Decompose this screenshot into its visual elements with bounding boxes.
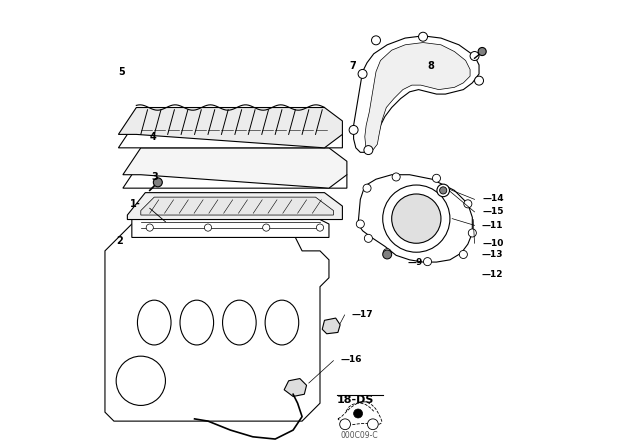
Circle shape xyxy=(392,194,441,243)
Circle shape xyxy=(419,32,428,41)
Circle shape xyxy=(392,173,400,181)
Circle shape xyxy=(464,200,472,208)
Circle shape xyxy=(433,174,440,182)
Circle shape xyxy=(340,419,351,430)
Ellipse shape xyxy=(223,300,256,345)
Circle shape xyxy=(383,250,392,259)
Circle shape xyxy=(358,69,367,78)
Text: —16: —16 xyxy=(340,355,362,364)
Text: 7: 7 xyxy=(349,60,356,70)
Text: 8: 8 xyxy=(428,60,435,70)
Ellipse shape xyxy=(180,300,214,345)
Text: —10: —10 xyxy=(482,239,504,248)
Circle shape xyxy=(116,356,165,405)
Circle shape xyxy=(371,36,380,45)
Text: —13: —13 xyxy=(481,250,503,259)
Circle shape xyxy=(363,184,371,192)
Polygon shape xyxy=(123,148,347,188)
Text: 4: 4 xyxy=(150,132,157,142)
Text: —17: —17 xyxy=(351,310,373,319)
Circle shape xyxy=(262,224,270,231)
Polygon shape xyxy=(132,215,329,237)
Circle shape xyxy=(440,187,447,194)
Circle shape xyxy=(349,125,358,134)
Circle shape xyxy=(146,224,154,231)
Text: 1-: 1- xyxy=(130,199,141,209)
Polygon shape xyxy=(127,193,342,220)
Text: 3: 3 xyxy=(151,172,158,182)
Ellipse shape xyxy=(138,300,171,345)
Text: 5: 5 xyxy=(118,67,125,77)
Text: —11: —11 xyxy=(481,221,503,230)
Circle shape xyxy=(460,250,467,258)
Circle shape xyxy=(468,229,476,237)
Circle shape xyxy=(424,258,431,266)
Text: —15: —15 xyxy=(482,207,504,216)
Circle shape xyxy=(316,224,324,231)
Circle shape xyxy=(364,146,373,155)
Circle shape xyxy=(383,185,450,252)
Text: 2: 2 xyxy=(116,236,123,246)
Polygon shape xyxy=(118,108,342,148)
Text: —14: —14 xyxy=(482,194,504,203)
Polygon shape xyxy=(284,379,307,396)
Circle shape xyxy=(204,224,212,231)
Circle shape xyxy=(478,47,486,56)
Polygon shape xyxy=(118,121,342,148)
Circle shape xyxy=(437,184,449,197)
Polygon shape xyxy=(365,43,470,150)
Circle shape xyxy=(154,178,163,187)
Circle shape xyxy=(367,419,378,430)
Text: 000C09-C: 000C09-C xyxy=(340,431,378,440)
Circle shape xyxy=(383,249,391,257)
Text: 18-DS: 18-DS xyxy=(337,395,374,405)
Text: —12: —12 xyxy=(481,270,503,279)
Ellipse shape xyxy=(265,300,299,345)
Circle shape xyxy=(364,234,372,242)
Circle shape xyxy=(474,76,484,85)
Circle shape xyxy=(353,409,362,418)
Polygon shape xyxy=(105,224,329,421)
Polygon shape xyxy=(323,318,340,334)
Polygon shape xyxy=(123,161,347,188)
Polygon shape xyxy=(141,197,333,215)
Circle shape xyxy=(356,220,364,228)
Circle shape xyxy=(470,52,479,60)
Polygon shape xyxy=(358,175,472,262)
Polygon shape xyxy=(353,36,479,152)
Text: —9: —9 xyxy=(407,258,423,267)
